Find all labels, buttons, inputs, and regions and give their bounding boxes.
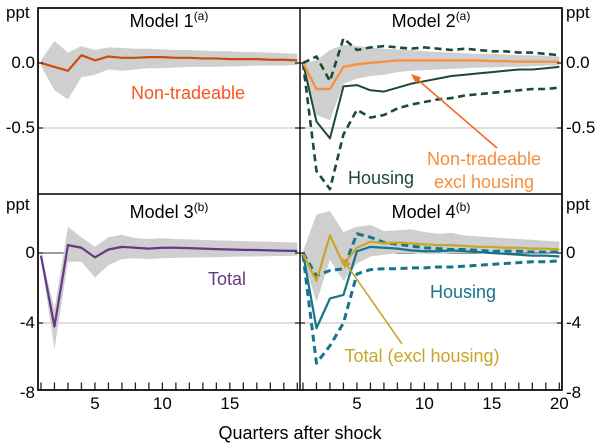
y-tick-label-left: 0 — [25, 242, 35, 262]
y-axis-unit-mid-right: ppt — [566, 195, 590, 214]
series-housing — [301, 62, 560, 140]
annotation-arrow-line — [415, 77, 498, 149]
panel-title-model-4: Model 4(b) — [392, 200, 471, 223]
x-axis-title: Quarters after shock — [218, 423, 382, 443]
x-tick-label: 10 — [414, 394, 434, 413]
panel-title-superscript: (b) — [193, 200, 209, 214]
x-tick-label: 5 — [90, 394, 100, 413]
series-non-tradeable — [40, 54, 298, 72]
panel-title-model-3: Model 3(b) — [130, 200, 209, 223]
annotation-total-excl-housing: Total (excl housing) — [344, 345, 499, 368]
annotation-line: Non-tradeable — [426, 149, 542, 169]
annotation-non-tradeable: Non-tradeable excl housing — [427, 148, 541, 194]
panel-title-text: Model 3 — [129, 202, 194, 222]
panel-title-superscript: (b) — [455, 200, 471, 214]
annotation-line: Housing — [347, 168, 415, 188]
y-tick-label-left: -0.5 — [5, 117, 35, 137]
annotation-line: Total — [207, 269, 247, 289]
series-total — [39, 244, 298, 328]
y-tick-label-right: -8 — [566, 382, 582, 402]
annotation-line: Total (excl housing) — [344, 346, 500, 366]
confidence-band — [40, 226, 298, 350]
x-tick-label: 15 — [482, 394, 502, 413]
annotation-arrow-head — [411, 74, 422, 84]
series-housing — [301, 245, 560, 330]
annotation-arrow-head — [342, 258, 352, 269]
panel-title-model-2: Model 2(a) — [392, 9, 471, 32]
y-tick-label-right: 0.0 — [566, 52, 590, 72]
y-tick-label-right: -0.5 — [566, 117, 596, 137]
panel-title-text: Model 4 — [391, 202, 456, 222]
annotation-arrow-line — [344, 262, 403, 345]
y-axis-unit-top-left: ppt — [6, 3, 30, 22]
x-tick-label: 5 — [352, 394, 362, 413]
annotation-non-tradeable: Non-tradeable — [131, 82, 245, 105]
confidence-band — [40, 40, 298, 100]
y-tick-label-left: -8 — [19, 382, 35, 402]
series-housing-lower-bound — [301, 254, 560, 365]
y-tick-label-left: 0.0 — [11, 52, 35, 72]
panel-title-superscript: (a) — [455, 9, 471, 23]
annotation-housing: Housing — [430, 281, 496, 304]
x-tick-label: 10 — [152, 394, 172, 413]
annotation-line: Housing — [429, 282, 497, 302]
series-housing-upper-bound — [302, 36, 560, 83]
y-tick-label-right: -4 — [566, 312, 582, 332]
series-non-tradeable-excl-housing — [301, 59, 560, 91]
panel-title-model-1: Model 1(a) — [130, 9, 209, 32]
annotation-housing: Housing — [348, 167, 414, 190]
y-tick-label-right: 0 — [566, 242, 576, 262]
panel-title-text: Model 1 — [129, 11, 194, 31]
x-tick-label: 15 — [220, 394, 240, 413]
y-axis-unit-top-right: ppt — [566, 3, 590, 22]
annotation-total: Total — [208, 268, 246, 291]
x-tick-label: 20 — [549, 394, 569, 413]
panel-title-superscript: (a) — [193, 9, 209, 23]
annotation-line: Non-tradeable — [130, 83, 246, 103]
y-tick-label-left: -4 — [19, 312, 35, 332]
panel-title-text: Model 2 — [391, 11, 456, 31]
series-housing-lower-bound — [301, 62, 560, 191]
annotation-line: excl housing — [433, 172, 535, 192]
confidence-band — [302, 210, 560, 302]
y-axis-unit-mid-left: ppt — [6, 195, 30, 214]
confidence-band — [302, 44, 560, 121]
